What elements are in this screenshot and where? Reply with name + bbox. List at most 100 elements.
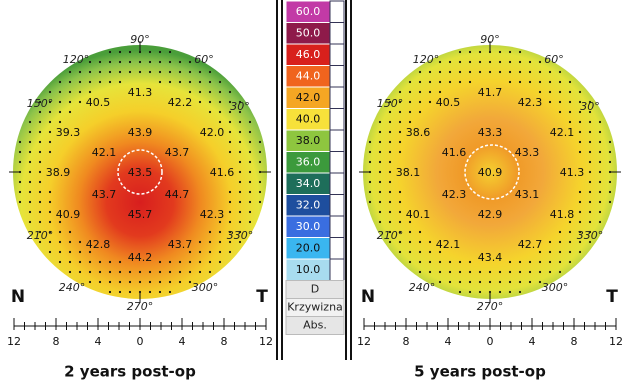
grid-dot (158, 280, 162, 284)
grid-dot (248, 170, 252, 174)
grid-dot (418, 80, 422, 84)
grid-dot (58, 260, 62, 264)
grid-dot (168, 270, 172, 274)
grid-dot (238, 180, 242, 184)
grid-dot (78, 250, 82, 254)
grid-dot (568, 240, 572, 244)
reading: 42.9 (478, 208, 503, 221)
grid-dot (248, 220, 252, 224)
grid-dot (558, 70, 562, 74)
grid-dot (408, 90, 412, 94)
scale-bar (329, 129, 345, 152)
grid-dot (28, 190, 32, 194)
reading: 41.3 (560, 166, 585, 179)
grid-dot (118, 70, 122, 74)
grid-dot (168, 50, 172, 54)
ruler-label: 4 (179, 335, 186, 348)
grid-dot (58, 250, 62, 254)
grid-dot (228, 120, 232, 124)
reading: 38.9 (46, 166, 71, 179)
angle-label: 30° (580, 100, 600, 113)
grid-dot (228, 250, 232, 254)
grid-dot (128, 270, 132, 274)
scale-bar (329, 65, 345, 88)
reading: 40.5 (86, 96, 111, 109)
grid-dot (478, 50, 482, 54)
grid-dot (408, 230, 412, 234)
grid-dot (578, 250, 582, 254)
grid-dot (188, 60, 192, 64)
grid-dot (208, 80, 212, 84)
grid-dot (108, 50, 112, 54)
grid-dot (538, 250, 542, 254)
grid-dot (488, 270, 492, 274)
grid-dot (408, 120, 412, 124)
grid-dot (118, 50, 122, 54)
grid-dot (108, 70, 112, 74)
grid-dot (478, 60, 482, 64)
angle-label: 60° (544, 53, 564, 66)
grid-dot (18, 180, 22, 184)
grid-dot (248, 180, 252, 184)
grid-dot (218, 260, 222, 264)
angle-label: 300° (542, 281, 569, 294)
reading: 41.6 (210, 166, 235, 179)
angle-label: 270° (127, 300, 154, 313)
grid-dot (38, 100, 42, 104)
grid-dot (438, 270, 442, 274)
grid-dot (208, 230, 212, 234)
grid-dot (68, 70, 72, 74)
grid-dot (508, 270, 512, 274)
grid-dot (588, 190, 592, 194)
grid-dot (158, 70, 162, 74)
grid-dot (68, 110, 72, 114)
grid-dot (148, 70, 152, 74)
grid-dot (198, 240, 202, 244)
grid-dot (388, 210, 392, 214)
grid-dot (28, 160, 32, 164)
grid-dot (38, 220, 42, 224)
grid-dot (518, 60, 522, 64)
grid-dot (228, 240, 232, 244)
grid-dot (458, 260, 462, 264)
grid-dot (578, 140, 582, 144)
angle-label: 330° (577, 229, 604, 242)
grid-dot (418, 110, 422, 114)
grid-dot (48, 90, 52, 94)
angle-label: 210° (377, 229, 404, 242)
grid-dot (588, 170, 592, 174)
grid-dot (208, 270, 212, 274)
scale-label: 60.0 (296, 5, 321, 18)
grid-dot (408, 100, 412, 104)
grid-dot (18, 160, 22, 164)
grid-dot (188, 80, 192, 84)
grid-dot (438, 250, 442, 254)
grid-dot (578, 90, 582, 94)
grid-dot (378, 180, 382, 184)
grid-dot (58, 120, 62, 124)
grid-dot (598, 120, 602, 124)
ruler-label: 4 (445, 335, 452, 348)
grid-dot (438, 260, 442, 264)
grid-dot (38, 230, 42, 234)
angle-label: 150° (377, 97, 404, 110)
grid-dot (458, 70, 462, 74)
grid-dot (118, 290, 122, 294)
reading: 43.7 (92, 188, 117, 201)
grid-dot (198, 90, 202, 94)
grid-dot (38, 180, 42, 184)
grid-dot (468, 270, 472, 274)
grid-dot (58, 220, 62, 224)
grid-dot (368, 190, 372, 194)
grid-dot (218, 220, 222, 224)
reading: 42.3 (200, 208, 225, 221)
grid-dot (378, 140, 382, 144)
grid-dot (108, 80, 112, 84)
grid-dot (168, 80, 172, 84)
grid-dot (198, 100, 202, 104)
grid-dot (118, 280, 122, 284)
grid-dot (588, 230, 592, 234)
grid-dot (138, 280, 142, 284)
angle-label: 120° (63, 53, 90, 66)
